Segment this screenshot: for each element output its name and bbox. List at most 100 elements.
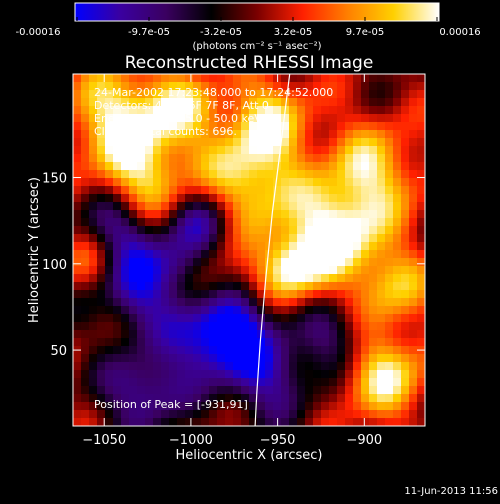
heatmap-cell xyxy=(313,138,322,147)
heatmap-cell xyxy=(361,394,370,403)
heatmap-cell xyxy=(377,226,386,235)
heatmap-cell xyxy=(201,298,210,307)
heatmap-cell xyxy=(81,290,90,299)
heatmap-cell xyxy=(281,90,290,99)
heatmap-cell xyxy=(153,306,162,315)
heatmap-cell xyxy=(417,202,425,211)
heatmap-cell xyxy=(161,154,170,163)
heatmap-cell xyxy=(249,258,258,267)
heatmap-cell xyxy=(329,298,338,307)
heatmap-cell xyxy=(345,162,354,171)
heatmap-cell xyxy=(121,306,130,315)
heatmap-cell xyxy=(345,178,354,187)
heatmap-cell xyxy=(273,98,282,107)
heatmap-cell xyxy=(273,178,282,187)
heatmap-cell xyxy=(185,258,194,267)
heatmap-cell xyxy=(97,306,106,315)
heatmap xyxy=(73,74,425,426)
heatmap-cell xyxy=(97,250,106,259)
heatmap-cell xyxy=(129,146,138,155)
heatmap-cell xyxy=(345,122,354,131)
heatmap-cell xyxy=(225,394,234,403)
heatmap-cell xyxy=(145,354,154,363)
heatmap-cell xyxy=(385,74,394,83)
heatmap-cell xyxy=(185,218,194,227)
heatmap-cell xyxy=(169,378,178,387)
heatmap-cell xyxy=(105,114,114,123)
heatmap-cell xyxy=(353,354,362,363)
heatmap-cell xyxy=(305,362,314,371)
heatmap-cell xyxy=(193,298,202,307)
heatmap-cell xyxy=(417,234,425,243)
heatmap-cell xyxy=(313,258,322,267)
heatmap-cell xyxy=(369,146,378,155)
heatmap-cell xyxy=(305,418,314,426)
heatmap-cell xyxy=(137,274,146,283)
heatmap-cell xyxy=(273,154,282,163)
heatmap-cell xyxy=(161,338,170,347)
heatmap-cell xyxy=(217,114,226,123)
heatmap-cell xyxy=(281,82,290,91)
heatmap-cell xyxy=(201,346,210,355)
heatmap-cell xyxy=(321,362,330,371)
heatmap-cell xyxy=(89,250,98,259)
heatmap-cell xyxy=(385,242,394,251)
heatmap-cell xyxy=(409,186,418,195)
heatmap-cell xyxy=(265,178,274,187)
heatmap-cell xyxy=(281,218,290,227)
heatmap-cell xyxy=(401,106,410,115)
heatmap-cell xyxy=(385,250,394,259)
heatmap-cell xyxy=(393,330,402,339)
heatmap-cell xyxy=(145,82,154,91)
heatmap-cell xyxy=(193,74,202,83)
heatmap-cell xyxy=(297,250,306,259)
heatmap-cell xyxy=(81,106,90,115)
heatmap-cell xyxy=(241,186,250,195)
heatmap-cell xyxy=(289,234,298,243)
heatmap-cell xyxy=(361,82,370,91)
heatmap-cell xyxy=(153,170,162,179)
heatmap-cell xyxy=(137,370,146,379)
heatmap-cell xyxy=(409,210,418,219)
heatmap-cell xyxy=(409,226,418,235)
heatmap-cell xyxy=(361,378,370,387)
heatmap-cell xyxy=(89,146,98,155)
heatmap-cell xyxy=(321,386,330,395)
heatmap-cell xyxy=(201,186,210,195)
heatmap-cell xyxy=(241,226,250,235)
heatmap-cell xyxy=(177,234,186,243)
heatmap-cell xyxy=(185,274,194,283)
heatmap-cell xyxy=(297,386,306,395)
heatmap-cell xyxy=(313,82,322,91)
heatmap-cell xyxy=(417,386,425,395)
heatmap-cell xyxy=(169,90,178,99)
heatmap-cell xyxy=(329,338,338,347)
heatmap-cell xyxy=(281,314,290,323)
heatmap-cell xyxy=(73,234,82,243)
heatmap-cell xyxy=(97,210,106,219)
heatmap-cell xyxy=(153,138,162,147)
heatmap-cell xyxy=(121,138,130,147)
heatmap-cell xyxy=(337,90,346,99)
heatmap-cell xyxy=(257,250,266,259)
heatmap-cell xyxy=(409,146,418,155)
heatmap-cell xyxy=(137,210,146,219)
heatmap-cell xyxy=(417,130,425,139)
heatmap-cell xyxy=(209,298,218,307)
heatmap-cell xyxy=(153,274,162,283)
heatmap-cell xyxy=(369,338,378,347)
heatmap-cell xyxy=(193,402,202,411)
heatmap-cell xyxy=(305,242,314,251)
heatmap-cell xyxy=(129,74,138,83)
heatmap-cell xyxy=(145,266,154,275)
heatmap-cell xyxy=(385,258,394,267)
heatmap-cell xyxy=(289,346,298,355)
heatmap-cell xyxy=(377,338,386,347)
heatmap-cell xyxy=(401,90,410,99)
heatmap-cell xyxy=(177,202,186,211)
heatmap-cell xyxy=(97,378,106,387)
heatmap-cell xyxy=(369,410,378,419)
heatmap-cell xyxy=(129,330,138,339)
heatmap-cell xyxy=(97,258,106,267)
heatmap-cell xyxy=(241,122,250,131)
